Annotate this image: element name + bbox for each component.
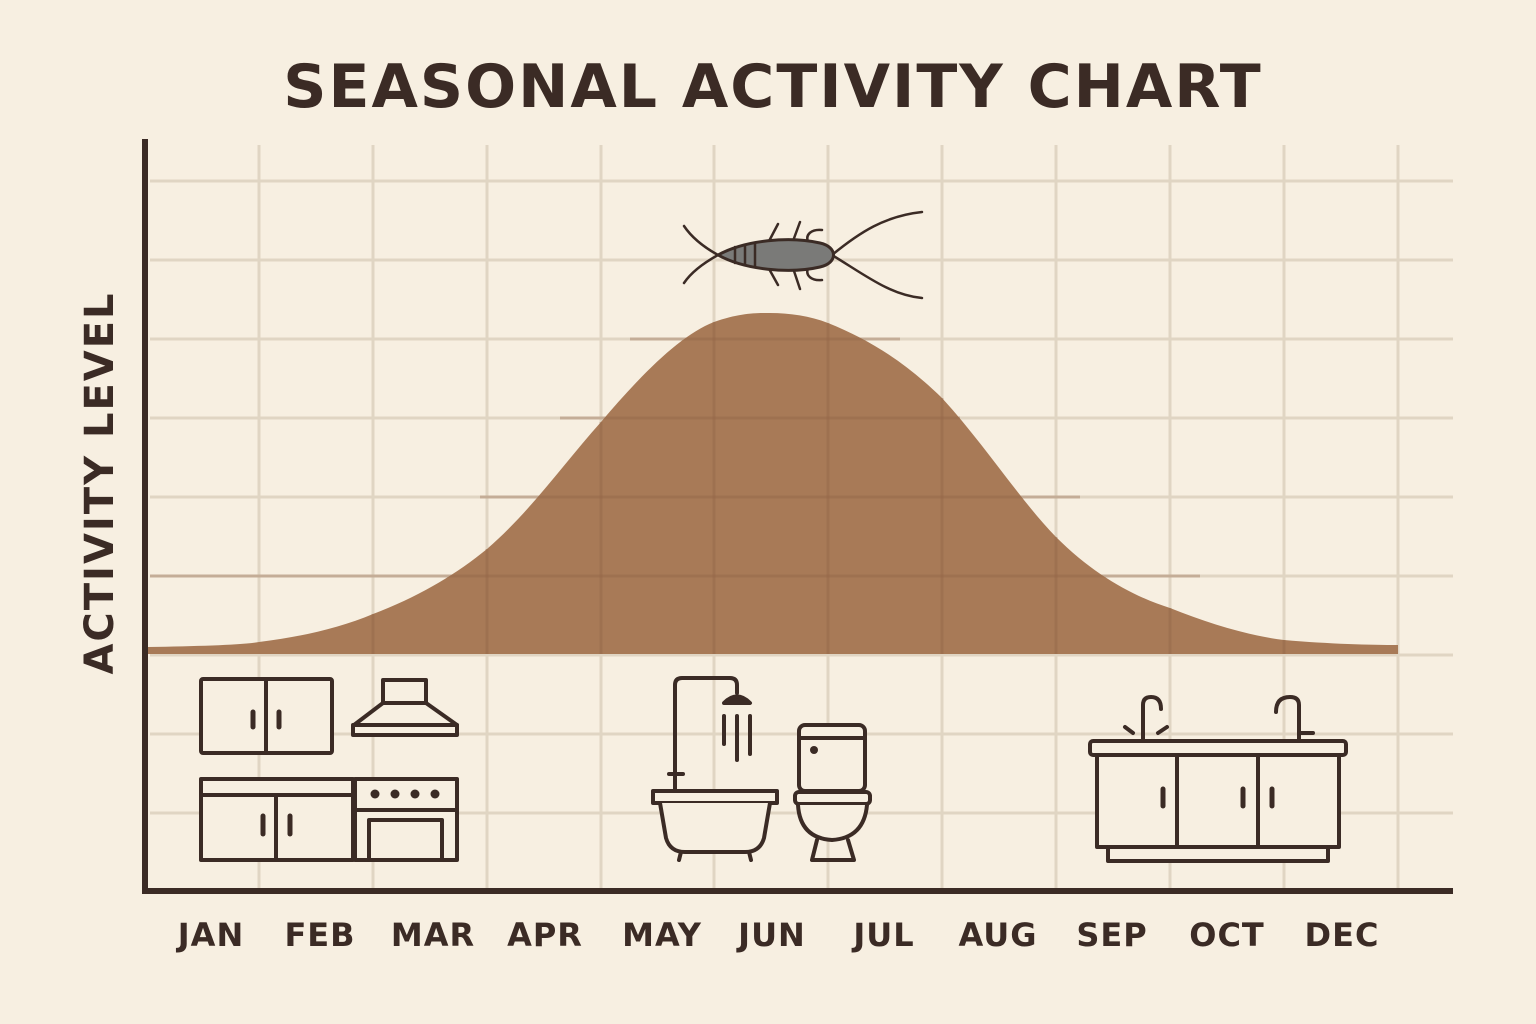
x-tick-mar: MAR [390, 916, 476, 954]
chart-title: SEASONAL ACTIVITY CHART [283, 52, 1263, 122]
x-tick-jan: JAN [177, 916, 245, 954]
wall-cabinet-icon [199, 677, 334, 755]
range-hood-icon [351, 678, 459, 737]
activity-area [148, 313, 1398, 654]
area-grid-overlay [150, 322, 1286, 654]
silverfish-insect-icon [682, 210, 924, 300]
x-tick-dec: DEC [1304, 916, 1380, 954]
double-sink-vanity-icon [1088, 695, 1348, 863]
kitchen-icons [199, 677, 459, 862]
stove-oven-icon [353, 777, 459, 862]
x-tick-apr: APR [507, 916, 583, 954]
x-tick-jul: JUL [853, 916, 915, 954]
bathroom-icons [651, 676, 872, 862]
toilet-icon [793, 723, 872, 862]
x-tick-may: MAY [622, 916, 702, 954]
x-tick-sep: SEP [1076, 916, 1148, 954]
x-tick-aug: AUG [958, 916, 1038, 954]
kitchen-counter-icon [199, 777, 355, 862]
shower-bathtub-icon [651, 676, 779, 862]
x-tick-jun: JUN [738, 916, 806, 954]
x-tick-feb: FEB [284, 916, 356, 954]
x-tick-oct: OCT [1189, 916, 1265, 954]
axes [142, 139, 1453, 894]
